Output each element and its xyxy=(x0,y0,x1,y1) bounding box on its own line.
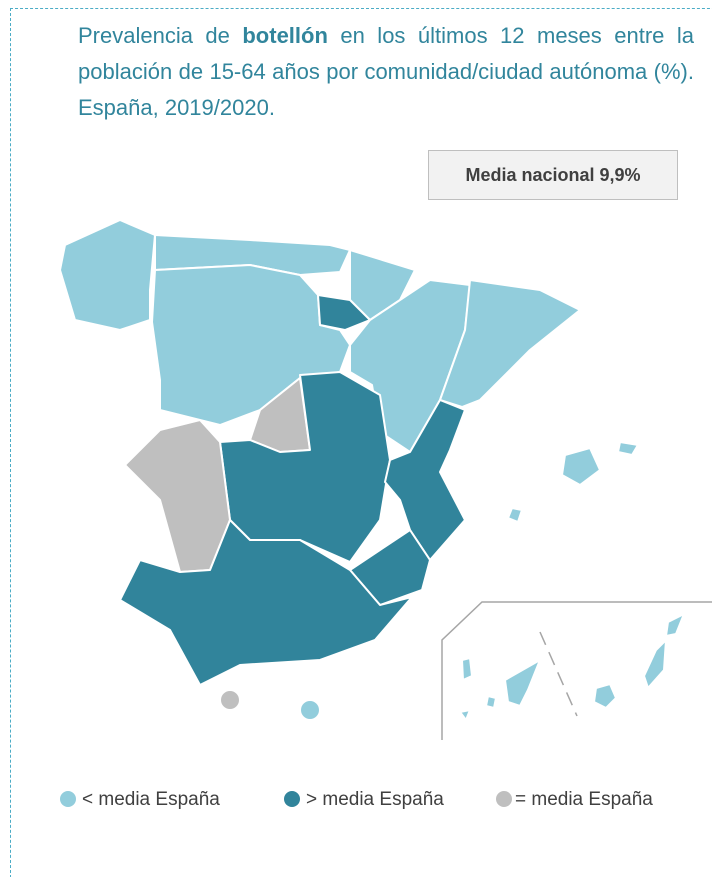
title-bold: botellón xyxy=(242,23,328,48)
legend-label: > media España xyxy=(306,789,444,810)
region xyxy=(504,659,541,707)
legend-swatch xyxy=(496,791,512,807)
region xyxy=(439,279,581,408)
region xyxy=(461,657,473,681)
canary-inset xyxy=(441,601,712,740)
legend-label: = media España xyxy=(515,789,653,810)
title-text: en los últimos 12 meses entre la poblaci… xyxy=(78,23,694,120)
frame xyxy=(10,8,712,877)
region xyxy=(59,219,156,331)
region xyxy=(219,689,241,711)
region xyxy=(119,519,413,686)
region xyxy=(349,529,431,606)
region xyxy=(124,419,231,573)
legend-swatch xyxy=(284,791,300,807)
region xyxy=(665,613,685,637)
regions xyxy=(59,219,639,721)
title: Prevalencia de botellón en los últimos 1… xyxy=(78,18,694,126)
region xyxy=(561,447,601,486)
title-text: Prevalencia de xyxy=(78,23,243,48)
region xyxy=(617,441,639,456)
inset-border xyxy=(441,601,712,740)
legend-label: < media España xyxy=(82,789,220,810)
region xyxy=(643,639,667,689)
region xyxy=(299,699,321,721)
region xyxy=(485,695,497,709)
legend-swatch xyxy=(60,791,76,807)
region xyxy=(317,294,371,331)
national-mean: Media nacional 9,9% xyxy=(428,150,678,200)
region xyxy=(459,709,471,721)
legend: < media España > media España = media Es… xyxy=(60,789,653,810)
region xyxy=(507,507,523,523)
inset-divider xyxy=(539,631,578,717)
region xyxy=(593,683,617,709)
